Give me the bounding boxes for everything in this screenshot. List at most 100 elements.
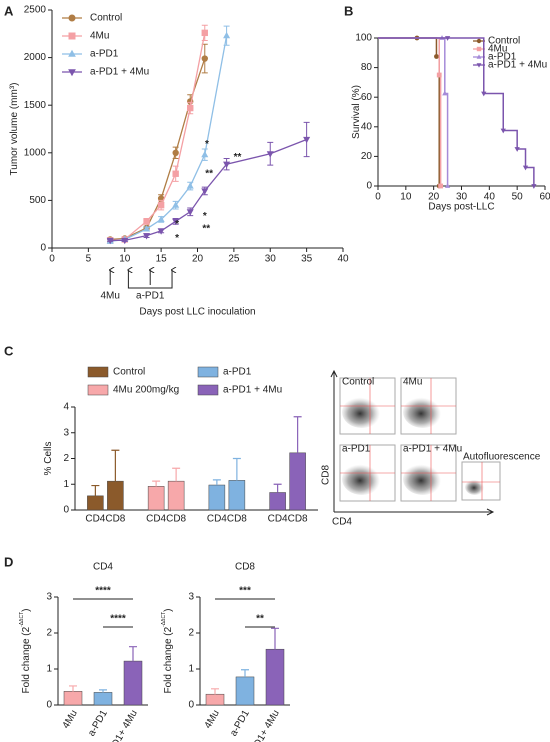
panel-letter: D [4, 554, 13, 569]
flow-cloud [403, 463, 443, 495]
legend-label: a-PD1 [223, 367, 252, 378]
survival-line [378, 37, 440, 186]
error-bar [232, 457, 241, 481]
x-tick-label: 0 [375, 192, 381, 203]
flow-cloud [465, 479, 485, 495]
bar [235, 676, 255, 706]
panel-letter: B [344, 3, 353, 18]
flow-cloud [403, 396, 443, 428]
marker [157, 201, 165, 209]
y-axis-label: % Cells [43, 442, 54, 476]
marker [481, 91, 487, 97]
panel-letter: C [4, 343, 14, 358]
marker [172, 149, 179, 156]
marker [444, 183, 451, 188]
significance-label: ** [256, 614, 264, 625]
significance-label: **** [110, 614, 126, 625]
marker [121, 237, 129, 245]
y-tick-label: 2500 [24, 5, 47, 16]
y-tick-label: 60 [361, 92, 373, 103]
legend-label: 4Mu [488, 44, 507, 55]
legend-swatch [197, 384, 219, 396]
legend-label: a-PD1 [488, 52, 517, 63]
x-tick-label: 20 [192, 254, 204, 265]
x-tick-label: CD4 [85, 514, 105, 525]
marker [442, 90, 448, 96]
legend-label: Control [488, 36, 520, 47]
x-tick-label: 50 [512, 192, 524, 203]
y-tick-label: 100 [355, 33, 372, 44]
marker [436, 72, 442, 78]
marker [68, 69, 76, 77]
error-bar [99, 689, 107, 693]
y-axis-label: Tumor volume (mm³) [9, 83, 20, 176]
significance: * [203, 211, 207, 222]
y-axis-label-text: % Cells [43, 442, 54, 476]
marker [186, 209, 194, 216]
marker [172, 170, 179, 177]
marker [172, 218, 180, 226]
legend-label: 4Mu [90, 31, 109, 42]
y-tick-label: 2 [46, 628, 52, 639]
y-tick-label: 0 [46, 700, 52, 711]
y-axis-label-text: Fold change (2 [163, 626, 174, 693]
y-axis-label-text: Survival (%) [351, 85, 362, 139]
significance: * [175, 233, 179, 244]
x-tick-label: 5 [86, 254, 92, 265]
marker [157, 215, 165, 222]
bar [87, 495, 104, 511]
y-tick-label: 1 [63, 479, 69, 490]
legend-label: a-PD1 + 4Mu [223, 385, 282, 396]
significance: ** [234, 152, 242, 163]
marker [201, 55, 208, 62]
marker [143, 225, 151, 232]
y-axis-label: Fold change (2-ΔΔCT) [161, 608, 173, 693]
marker [68, 32, 76, 40]
bar [167, 480, 185, 511]
y-axis-label-end: ) [21, 608, 32, 611]
y-tick-label: 1000 [24, 147, 47, 158]
bar [265, 648, 285, 706]
survival-line [378, 37, 442, 186]
marker [68, 14, 76, 22]
legend-label: a-PD1 + 4Mu [90, 67, 149, 78]
significance: * [205, 139, 209, 150]
error-bar [293, 416, 302, 453]
y-axis-label-text: Fold change (2 [21, 626, 32, 693]
chart-title: CD4 [93, 562, 113, 573]
marker [500, 128, 506, 134]
marker [201, 188, 209, 195]
legend-label: a-PD1 + 4Mu [488, 60, 547, 71]
flow-label: a-PD1 [342, 444, 371, 455]
panel-letter: A [4, 3, 14, 18]
legend-label: Control [113, 367, 145, 378]
bar [289, 452, 306, 511]
x-tick-label: 60 [539, 192, 550, 203]
legend-label: 4Mu 200mg/kg [113, 385, 179, 396]
x-tick-label: 35 [301, 254, 313, 265]
y-tick-label: 40 [361, 121, 373, 132]
x-tick-label: 10 [119, 254, 131, 265]
x-axis-label: Days post-LLC [428, 202, 494, 213]
flow-label: Autofluorescence [463, 452, 541, 463]
y-tick-label: 1 [188, 664, 194, 675]
marker [201, 150, 209, 158]
bar [147, 486, 165, 511]
marker [187, 104, 194, 112]
chart-title: CD8 [235, 562, 255, 573]
bar [208, 484, 226, 511]
x-tick-label: CD4 [207, 514, 227, 525]
x-tick-label: CD8 [288, 514, 308, 525]
legend-swatch [197, 366, 219, 378]
marker [522, 165, 529, 171]
y-axis-label: Fold change (2-ΔΔCT) [19, 608, 31, 693]
treatment-label: a-PD1 [136, 291, 165, 302]
x-tick-label: a-PD1 [228, 708, 252, 738]
error-bar [69, 685, 77, 692]
y-axis-label: Survival (%) [351, 85, 362, 139]
y-tick-label: 0 [188, 700, 194, 711]
y-tick-label: 3 [63, 427, 69, 438]
y-tick-label: 0 [63, 505, 69, 516]
x-tick-label: CD4 [268, 514, 288, 525]
